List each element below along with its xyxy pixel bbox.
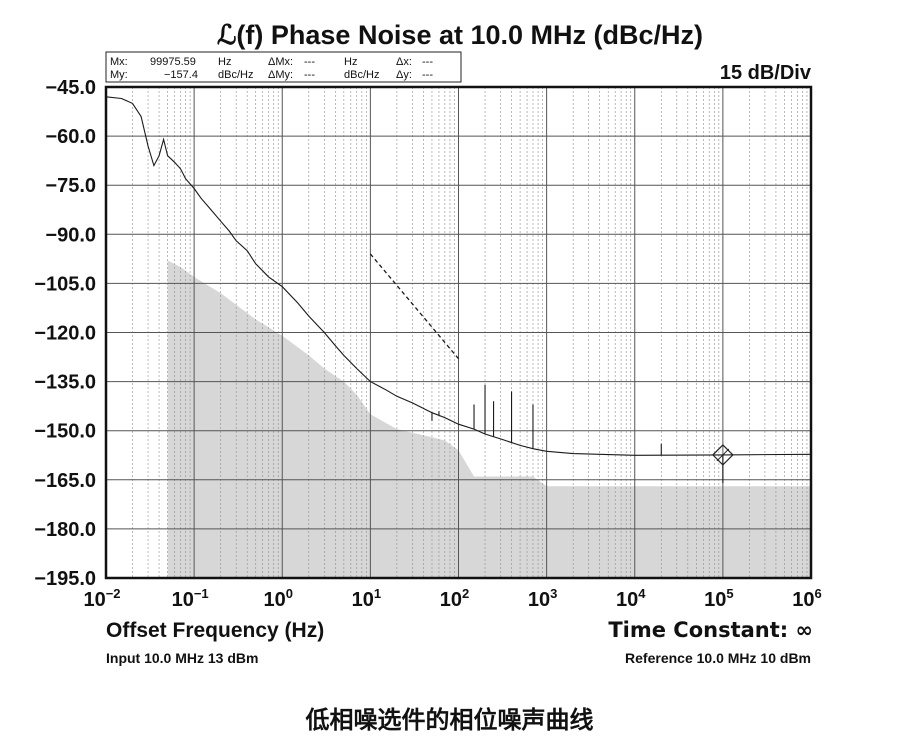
- marker-diamond: [712, 444, 734, 466]
- dashed-reference-line: [369, 253, 459, 360]
- dmx-label: ΔMx:: [268, 56, 293, 68]
- x-tick-label: 105: [704, 586, 733, 611]
- dx-value: ---: [422, 56, 433, 68]
- marker-readout: Mx: 99975.59 Hz ΔMx: --- Hz Δx: --- My: …: [105, 51, 462, 83]
- y-tick-label: −150.0: [34, 421, 96, 443]
- reference-info: Reference 10.0 MHz 10 dBm: [625, 650, 811, 666]
- phase-noise-trace: [105, 96, 812, 456]
- dmy-unit: dBc/Hz: [344, 69, 379, 81]
- x-tick-label: 106: [792, 586, 821, 611]
- x-tick-label: 102: [440, 586, 469, 611]
- dmy-value: ---: [304, 69, 315, 81]
- y-tick-labels: −45.0 −60.0 −75.0 −90.0 −105.0 −120.0 −135.0 −1…: [34, 77, 96, 590]
- input-info: Input 10.0 MHz 13 dBm: [106, 650, 258, 666]
- y-tick-label: −90.0: [45, 224, 96, 246]
- scale-label: 15 dB/Div: [720, 62, 812, 84]
- my-label: My:: [110, 69, 128, 81]
- y-tick-label: −195.0: [34, 568, 96, 590]
- mx-value: 99975.59: [150, 56, 196, 68]
- marker-cross: [716, 448, 730, 462]
- phase-noise-chart: ℒ(f) Phase Noise at 10.0 MHz (dBc/Hz) Mx…: [34, 20, 822, 666]
- plot-frame: [104, 85, 813, 580]
- dy-value: ---: [422, 69, 433, 81]
- y-tick-label: −60.0: [45, 126, 96, 148]
- x-tick-label: 101: [352, 586, 381, 611]
- noise-floor-area: [167, 260, 812, 578]
- mx-unit: Hz: [218, 56, 231, 68]
- y-tick-label: −45.0: [45, 77, 96, 99]
- chart-title: ℒ(f) Phase Noise at 10.0 MHz (dBc/Hz): [217, 20, 703, 50]
- y-tick-label: −135.0: [34, 372, 96, 394]
- figure-caption: 低相噪选件的相位噪声曲线: [305, 706, 594, 734]
- y-tick-label: −120.0: [34, 323, 96, 345]
- y-tick-label: −165.0: [34, 470, 96, 492]
- y-tick-label: −180.0: [34, 519, 96, 541]
- time-constant-label: Time Constant: ∞: [608, 618, 813, 642]
- my-unit: dBc/Hz: [218, 69, 253, 81]
- dmx-value: ---: [304, 56, 315, 68]
- y-tick-label: −105.0: [34, 273, 96, 295]
- dmy-label: ΔMy:: [268, 69, 293, 81]
- y-tick-label: −75.0: [45, 175, 96, 197]
- dx-label: Δx:: [396, 56, 412, 68]
- x-tick-label: 104: [616, 586, 646, 611]
- my-value: −157.4: [164, 69, 198, 81]
- plot-area: [104, 85, 813, 580]
- marker-readout-box: [105, 51, 462, 83]
- mx-label: Mx:: [110, 56, 128, 68]
- x-tick-label: 100: [264, 586, 293, 611]
- x-axis-label: Offset Frequency (Hz): [106, 619, 324, 642]
- dmx-unit: Hz: [344, 56, 357, 68]
- x-tick-label: 10−2: [83, 586, 120, 611]
- x-tick-labels: 10−2 10−1 100 101 102 103 104 105 106: [83, 586, 821, 611]
- dy-label: Δy:: [396, 69, 412, 81]
- x-tick-label: 10−1: [172, 586, 209, 611]
- x-tick-label: 103: [528, 586, 557, 611]
